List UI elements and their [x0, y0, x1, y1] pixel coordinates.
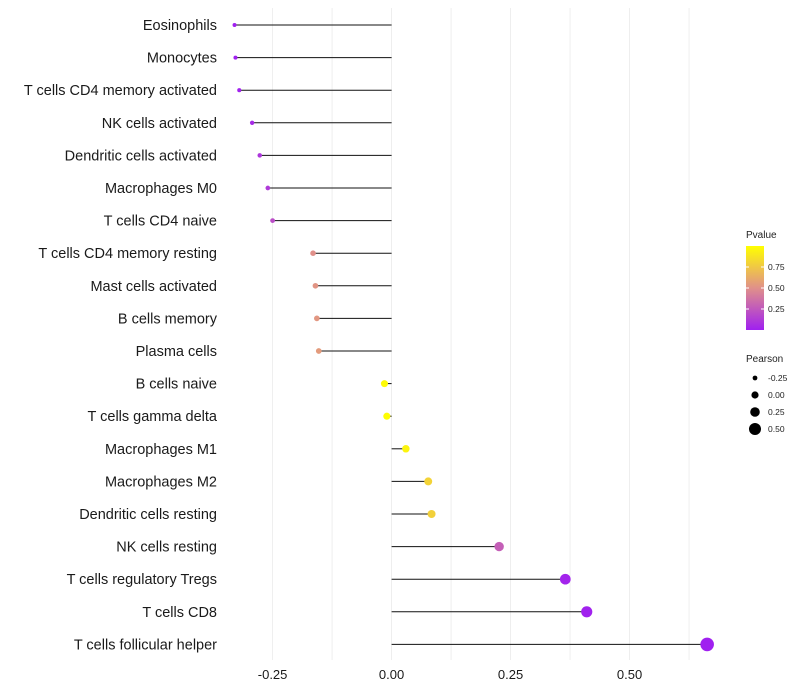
category-label: T cells CD8	[142, 605, 217, 621]
lollipop-point	[232, 23, 237, 27]
lollipop-point	[310, 250, 316, 256]
size-legend-label: 0.50	[768, 424, 785, 434]
x-tick-label: 0.00	[379, 667, 404, 682]
pvalue-legend-title: Pvalue	[746, 230, 777, 241]
lollipop-point	[233, 55, 238, 60]
lollipop-point	[315, 348, 322, 354]
lollipop-point	[427, 510, 436, 518]
lollipop-point	[383, 412, 391, 420]
size-legend-label: -0.25	[768, 373, 788, 383]
pearson-legend-title: Pearson	[746, 354, 783, 365]
category-label: Eosinophils	[143, 18, 217, 34]
x-tick-label: 0.50	[617, 667, 642, 682]
size-legend-dot	[752, 375, 758, 381]
category-label: T cells regulatory Tregs	[67, 572, 217, 588]
size-legend-dot	[751, 391, 759, 399]
colorbar-tick-label: 0.25	[768, 304, 785, 314]
category-label: NK cells activated	[102, 116, 217, 132]
pvalue-colorbar	[746, 246, 764, 330]
size-legend-dot	[748, 422, 762, 436]
pearson-legend: Pearson -0.25 0.00 0.25 0.50	[746, 354, 788, 436]
lollipop-point	[265, 185, 271, 191]
size-legend-label: 0.25	[768, 407, 785, 417]
lollipop-point	[402, 445, 410, 453]
category-label: Plasma cells	[136, 344, 217, 360]
grid-lines	[272, 8, 690, 660]
lollipop-point	[257, 153, 263, 158]
lollipop-point	[314, 315, 320, 322]
category-label: NK cells resting	[116, 540, 217, 556]
size-legend-label: 0.00	[768, 390, 785, 400]
category-label: Dendritic cells activated	[65, 148, 217, 164]
category-label: Macrophages M1	[105, 442, 217, 458]
category-label: B cells memory	[118, 311, 218, 327]
colorbar-tick-label: 0.50	[768, 283, 785, 293]
x-tick-label: -0.25	[258, 667, 288, 682]
pvalue-legend: Pvalue 0.25 0.50 0.75	[746, 230, 785, 330]
x-tick-label: 0.25	[498, 667, 523, 682]
x-axis-ticks: -0.25 0.00 0.25 0.50	[258, 667, 642, 682]
lollipop-point	[312, 282, 319, 289]
lollipop-point	[270, 218, 275, 223]
lollipop-point	[424, 477, 433, 486]
category-label: T cells CD4 memory resting	[38, 246, 217, 262]
lollipop-point	[237, 88, 242, 93]
category-label: Macrophages M0	[105, 181, 217, 197]
size-legend-dot	[750, 407, 760, 417]
lollipop-point	[494, 541, 504, 552]
category-label: Monocytes	[147, 51, 217, 67]
category-label: Mast cells activated	[90, 279, 217, 295]
category-label: Dendritic cells resting	[79, 507, 217, 523]
category-label: T cells gamma delta	[88, 409, 218, 425]
lollipop-point	[380, 380, 388, 388]
lollipop-stems	[234, 24, 708, 645]
category-label: T cells follicular helper	[74, 637, 217, 653]
lollipop-point	[581, 606, 593, 618]
category-labels: Eosinophils Monocytes T cells CD4 memory a…	[24, 18, 218, 653]
category-label: B cells naive	[136, 377, 217, 393]
lollipop-point	[249, 120, 255, 125]
category-label: T cells CD4 naive	[104, 214, 217, 230]
category-label: T cells CD4 memory activated	[24, 83, 217, 99]
lollipop-point	[700, 637, 714, 652]
colorbar-tick-label: 0.75	[768, 262, 785, 272]
lollipop-points	[232, 23, 714, 652]
category-label: Macrophages M2	[105, 474, 217, 490]
lollipop-point	[559, 573, 571, 585]
